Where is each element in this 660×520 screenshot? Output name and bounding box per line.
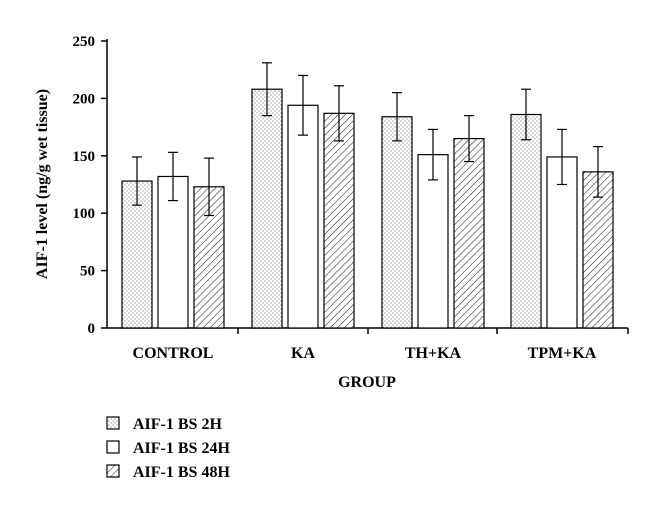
x-tick-label: KA — [291, 345, 315, 362]
bar — [157, 175, 189, 329]
bar — [251, 88, 283, 329]
y-tick-label: 0 — [88, 321, 96, 337]
legend-label: AIF-1 BS 48H — [133, 464, 230, 481]
bar — [287, 104, 319, 329]
y-tick-label: 150 — [73, 149, 96, 165]
x-tick-label: CONTROL — [133, 345, 214, 362]
y-tick-label: 50 — [80, 264, 95, 280]
bar — [417, 154, 449, 329]
x-tick-label: TPM+KA — [528, 345, 597, 362]
bar — [510, 113, 542, 329]
error-bars — [132, 62, 603, 217]
bar — [546, 156, 578, 329]
x-tick-label: TH+KA — [405, 345, 462, 362]
bar — [381, 116, 413, 329]
bar — [453, 137, 485, 329]
bars — [121, 88, 614, 329]
bar — [582, 171, 614, 329]
y-axis-title: AIF-1 level (ng/g wet tissue) — [34, 89, 51, 279]
legend-label: AIF-1 BS 2H — [133, 416, 222, 433]
legend-swatch — [106, 464, 120, 478]
axes: 0 50 100 150 200 250 CONTROL KA TH+KA TPM+KA — [73, 34, 629, 362]
legend-swatch — [106, 416, 120, 430]
x-axis-title: GROUP — [338, 374, 396, 391]
y-tick-label: 100 — [73, 206, 96, 222]
legend-swatch — [106, 440, 120, 454]
y-tick-label: 250 — [73, 34, 96, 50]
bar — [193, 186, 225, 329]
y-tick-label: 200 — [73, 91, 96, 107]
bar — [323, 112, 355, 329]
legend: AIF-1 BS 2H AIF-1 BS 24H AIF-1 BS 48H — [106, 416, 230, 481]
legend-label: AIF-1 BS 24H — [133, 440, 230, 457]
